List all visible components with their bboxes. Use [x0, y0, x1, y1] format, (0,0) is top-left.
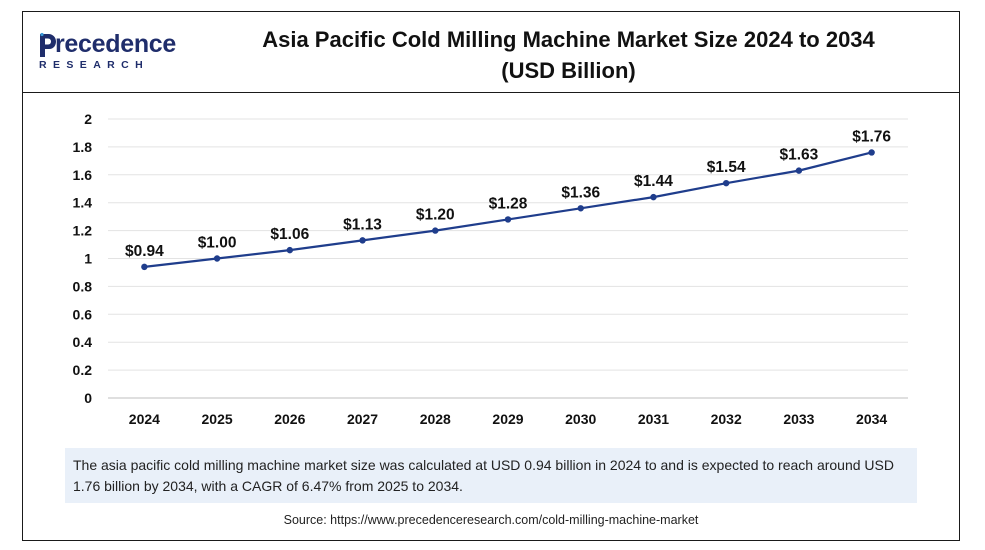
- chart-frame: recedence RESEARCH Asia Pacific Cold Mil…: [22, 11, 960, 541]
- data-point: [359, 237, 366, 244]
- x-tick-label: 2024: [129, 411, 160, 427]
- data-label: $1.54: [707, 159, 746, 176]
- data-label: $0.94: [125, 243, 164, 260]
- y-tick-label: 1: [84, 251, 92, 267]
- data-point: [213, 255, 221, 262]
- y-tick-label: 1.4: [73, 195, 93, 211]
- y-axis: 0 0.2 0.4 0.6 0.8 1 1.2 1.4 1.6 1.8 2: [73, 111, 93, 406]
- chart-title: Asia Pacific Cold Milling Machine Market…: [198, 24, 939, 86]
- x-tick-label: 2026: [274, 411, 305, 427]
- x-axis: 2024 2025 2026 2027 2028 2029 2030 2031 2032 2033…: [129, 411, 888, 427]
- y-tick-label: 1.8: [73, 139, 93, 155]
- data-label: $1.36: [561, 184, 600, 201]
- data-point: [432, 227, 439, 234]
- line-chart: 0 0.2 0.4 0.6 0.8 1 1.2 1.4 1.6 1.8 2 2024 2025 2026…: [73, 111, 908, 427]
- data-labels: $0.94 $1.00 $1.06 $1.13 $1.20 $1.28 $1.36 $1.44…: [125, 128, 891, 259]
- chart-title-line2: (USD Billion): [501, 58, 636, 83]
- y-tick-label: 1.2: [73, 223, 93, 239]
- x-tick-label: 2030: [565, 411, 596, 427]
- summary-note: The asia pacific cold milling machine ma…: [65, 448, 917, 503]
- data-label: $1.76: [852, 128, 891, 145]
- y-tick-label: 2: [84, 111, 92, 127]
- series-line: [141, 149, 875, 271]
- precedence-research-logo: recedence RESEARCH: [37, 30, 177, 74]
- data-label: $1.63: [780, 147, 819, 164]
- data-label: $1.06: [270, 226, 309, 243]
- x-tick-label: 2025: [202, 411, 233, 427]
- x-tick-label: 2028: [420, 411, 451, 427]
- data-label: $1.00: [198, 235, 237, 252]
- source-text: Source: https://www.precedenceresearch.c…: [283, 513, 699, 527]
- y-tick-label: 0.2: [73, 362, 93, 378]
- x-tick-label: 2034: [856, 411, 887, 427]
- data-point: [795, 167, 803, 174]
- chart-title-line1: Asia Pacific Cold Milling Machine Market…: [262, 27, 875, 52]
- y-tick-label: 0.6: [73, 306, 93, 322]
- data-label: $1.20: [416, 207, 455, 224]
- data-point: [286, 246, 294, 254]
- data-point: [577, 205, 584, 212]
- x-tick-label: 2027: [347, 411, 378, 427]
- y-tick-label: 0: [84, 390, 92, 406]
- data-point: [722, 179, 730, 187]
- data-label: $1.44: [634, 173, 673, 190]
- data-point: [650, 193, 657, 201]
- x-tick-label: 2033: [783, 411, 814, 427]
- y-tick-label: 0.8: [73, 278, 93, 294]
- logo-wordmark: recedence: [55, 30, 176, 58]
- logo-p-icon: [40, 32, 56, 57]
- gridlines: [108, 118, 908, 399]
- y-tick-label: 0.4: [73, 334, 93, 350]
- data-point: [868, 149, 875, 156]
- logo-subtitle: RESEARCH: [39, 59, 150, 71]
- data-label: $1.13: [343, 216, 382, 233]
- header: recedence RESEARCH Asia Pacific Cold Mil…: [23, 12, 959, 93]
- data-label: $1.28: [489, 195, 528, 212]
- x-tick-label: 2032: [711, 411, 742, 427]
- x-tick-label: 2031: [638, 411, 669, 427]
- y-tick-label: 1.6: [73, 167, 93, 183]
- data-point: [504, 216, 512, 223]
- data-point: [141, 263, 148, 271]
- x-tick-label: 2029: [492, 411, 523, 427]
